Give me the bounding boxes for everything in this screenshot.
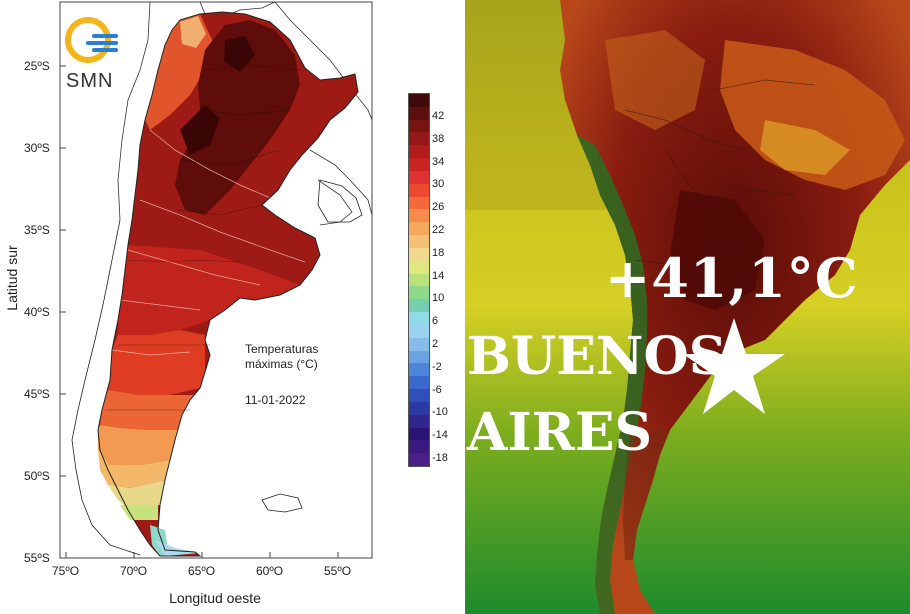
- colorbar-label: 22: [432, 224, 445, 236]
- lat-tick: 50ºS: [24, 469, 50, 483]
- colorbar-swatch: [409, 363, 429, 377]
- colorbar-swatch: [409, 145, 429, 159]
- colorbar-label: 14: [432, 269, 445, 282]
- malvinas-outline: [261, 493, 303, 513]
- colorbar-swatch: [409, 222, 429, 236]
- colorbar-swatch: [409, 260, 429, 274]
- lat-tick: 45ºS: [24, 387, 50, 401]
- temperature-fill: [98, 12, 358, 556]
- colorbar-label: 34: [432, 155, 445, 168]
- lon-tick: 55ºO: [324, 564, 352, 578]
- colorbar-swatch: [409, 170, 429, 184]
- smn-logo-text: SMN: [66, 70, 114, 92]
- lat-tick: 55ºS: [24, 551, 50, 565]
- colorbar-swatch: [409, 183, 429, 197]
- colorbar-swatch: [409, 119, 429, 133]
- temperature-callout: +41,1°C: [605, 246, 859, 310]
- lat-tick: 35ºS: [24, 223, 50, 237]
- colorbar-label: 26: [432, 201, 445, 214]
- colorbar-label: 2: [432, 338, 439, 350]
- isotherms: [111, 129, 306, 356]
- colorbar-swatch: [409, 427, 429, 441]
- colorbar-label: 30: [432, 178, 445, 191]
- colorbar-swatch: [409, 132, 429, 146]
- lon-tick: 75ºO: [52, 564, 80, 578]
- city-label-line1: BUENOS: [467, 326, 727, 387]
- smn-temperature-map-panel: SMN Temperaturas máximas (°C) 11-01-2022…: [4, 1, 448, 606]
- colorbar-swatch: [409, 286, 429, 300]
- colorbar-label: 6: [432, 315, 439, 328]
- colorbar-swatch: [409, 389, 429, 402]
- lat-tick: 40ºS: [24, 305, 50, 319]
- colorbar-label: -6: [432, 383, 442, 396]
- colorbar-swatch: [409, 376, 429, 390]
- colorbar-swatch: [409, 324, 429, 338]
- colorbar-swatch: [409, 350, 429, 364]
- colorbar-swatch: [409, 247, 429, 261]
- colorbar-label: 42: [432, 110, 445, 122]
- colorbar-label: -18: [432, 452, 448, 464]
- province-borders: [105, 64, 301, 411]
- colorbar-swatch: [409, 273, 429, 287]
- colorbar-label: -10: [432, 406, 448, 419]
- lon-tick: 70ºO: [120, 564, 148, 578]
- temperature-colorbar: [408, 93, 430, 467]
- colorbar-swatch: [409, 209, 429, 223]
- smn-logo-icon: [65, 17, 118, 63]
- city-label-line2: AIRES: [467, 402, 653, 463]
- colorbar-label: 18: [432, 246, 445, 259]
- argentina-temperature-map: [59, 1, 373, 559]
- colorbar-label: -14: [432, 429, 448, 442]
- lon-tick: 65ºO: [188, 564, 216, 578]
- country-borders: [624, 79, 816, 311]
- south-america-heat-map: [465, 0, 910, 614]
- map-date: 11-01-2022: [245, 393, 306, 407]
- colorbar-swatch: [409, 453, 429, 467]
- star-icon: [683, 318, 785, 414]
- colorbar-swatch: [409, 337, 429, 351]
- colorbar-swatch: [409, 401, 429, 415]
- colorbar-label: 10: [432, 292, 445, 305]
- colorbar-swatch: [409, 299, 429, 313]
- map-title-line1: Temperaturas: [245, 342, 319, 356]
- chile-coast: [71, 219, 141, 556]
- colorbar-swatch: [409, 158, 429, 171]
- colorbar-swatch: [409, 106, 429, 120]
- uruguay-outline: [317, 179, 363, 223]
- y-axis-label: Latitud sur: [4, 245, 20, 311]
- colorbar-swatch: [409, 94, 429, 107]
- colorbar-label: -2: [432, 360, 442, 373]
- smn-logo: SMN: [64, 14, 120, 94]
- map-title-line2: máximas (°C): [245, 357, 318, 371]
- x-axis-label: Longitud oeste: [169, 590, 261, 606]
- andes-strip: [577, 135, 647, 614]
- colorbar-swatch: [409, 414, 429, 428]
- colorbar-swatch: [409, 196, 429, 210]
- colorbar-swatch: [409, 440, 429, 454]
- colorbar-swatch: [409, 235, 429, 248]
- lon-tick: 60ºO: [256, 564, 284, 578]
- colorbar-label: 38: [432, 132, 445, 145]
- lat-tick: 30ºS: [24, 141, 50, 155]
- south-america-heat-map-panel: +41,1°C BUENOS AIRES: [465, 0, 910, 614]
- lat-tick: 25ºS: [24, 59, 50, 73]
- colorbar-swatch: [409, 312, 429, 325]
